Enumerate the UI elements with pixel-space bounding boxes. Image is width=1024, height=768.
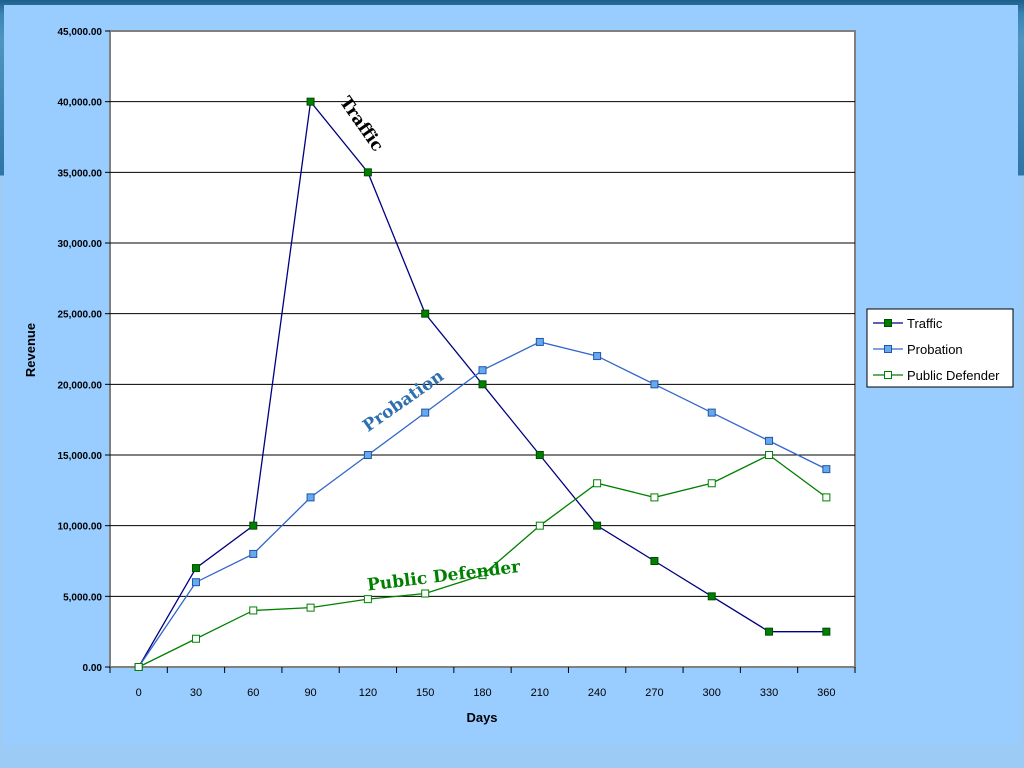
y-axis-title: Revenue: [23, 323, 38, 377]
data-point: [535, 451, 544, 459]
data-point: [707, 479, 716, 488]
x-tick-label: 120: [359, 687, 377, 699]
y-tick-label: 40,000.00: [58, 98, 103, 109]
x-tick-label: 180: [473, 687, 491, 699]
data-point: [765, 436, 774, 445]
x-tick-label: 60: [247, 687, 259, 699]
data-point: [822, 493, 831, 502]
data-point: [650, 380, 659, 389]
legend: Traffic Probation Public Defender: [866, 308, 1014, 388]
data-point: [650, 493, 659, 502]
x-tick-label: 270: [645, 687, 663, 699]
data-point: [306, 493, 315, 502]
y-tick-label: 0.00: [83, 663, 103, 674]
data-point: [363, 168, 372, 177]
data-point: [421, 309, 430, 318]
data-point: [249, 606, 258, 615]
data-point: [306, 603, 315, 612]
y-tick-label: 25,000.00: [58, 310, 103, 321]
x-tick-label: 360: [817, 687, 835, 699]
y-tick-label: 5,000.00: [63, 592, 102, 603]
legend-label: Public Defender: [907, 368, 1000, 383]
x-tick-label: 150: [416, 687, 434, 699]
data-point: [134, 663, 143, 671]
data-point: [650, 557, 659, 565]
series-group: [134, 97, 831, 671]
plot-area: [109, 30, 856, 668]
legend-label: Traffic: [907, 316, 943, 331]
data-point: [191, 578, 200, 587]
data-point: [249, 549, 258, 558]
legend-marker: [884, 345, 892, 353]
y-tick-label: 10,000.00: [58, 522, 103, 533]
legend-marker: [884, 371, 892, 379]
data-point: [707, 408, 716, 417]
data-point: [535, 521, 544, 530]
data-point: [535, 337, 544, 346]
y-tick-label: 45,000.00: [58, 27, 103, 38]
x-tick-label: 90: [304, 687, 316, 699]
x-tick-label: 240: [588, 687, 606, 699]
data-point: [421, 589, 430, 598]
x-tick-label: 30: [190, 687, 202, 699]
x-tick-label: 300: [703, 687, 721, 699]
data-point: [707, 592, 716, 601]
data-point: [306, 97, 315, 106]
data-point: [191, 564, 200, 573]
y-tick-label: 30,000.00: [58, 239, 103, 250]
data-point: [765, 627, 774, 636]
x-axis-title: Days: [466, 710, 497, 725]
data-point: [822, 627, 831, 636]
y-tick-label: 20,000.00: [58, 380, 103, 391]
x-tick-label: 210: [531, 687, 549, 699]
data-point: [421, 408, 430, 417]
y-tick-label: 35,000.00: [58, 168, 103, 179]
data-point: [593, 479, 602, 488]
data-point: [363, 595, 372, 604]
data-point: [593, 352, 602, 361]
y-tick-label: 15,000.00: [58, 451, 103, 462]
data-point: [478, 380, 487, 389]
data-point: [191, 634, 200, 643]
data-point: [593, 521, 602, 530]
data-point: [249, 521, 258, 530]
data-point: [822, 465, 831, 474]
x-tick-label: 330: [760, 687, 778, 699]
data-point: [765, 451, 774, 459]
data-point: [478, 366, 487, 375]
legend-marker: [884, 319, 892, 327]
data-point: [478, 571, 487, 580]
legend-label: Probation: [907, 342, 963, 357]
x-tick-label: 0: [136, 687, 142, 699]
y-axis-ticks: 0.00 5,000.00 10,000.00 15,000.00 20,000.00 2…: [58, 27, 110, 674]
data-point: [363, 451, 372, 459]
x-axis-ticks: 0 30 60 90 120 150 180 210 240 270 300 330 360: [109, 667, 856, 699]
